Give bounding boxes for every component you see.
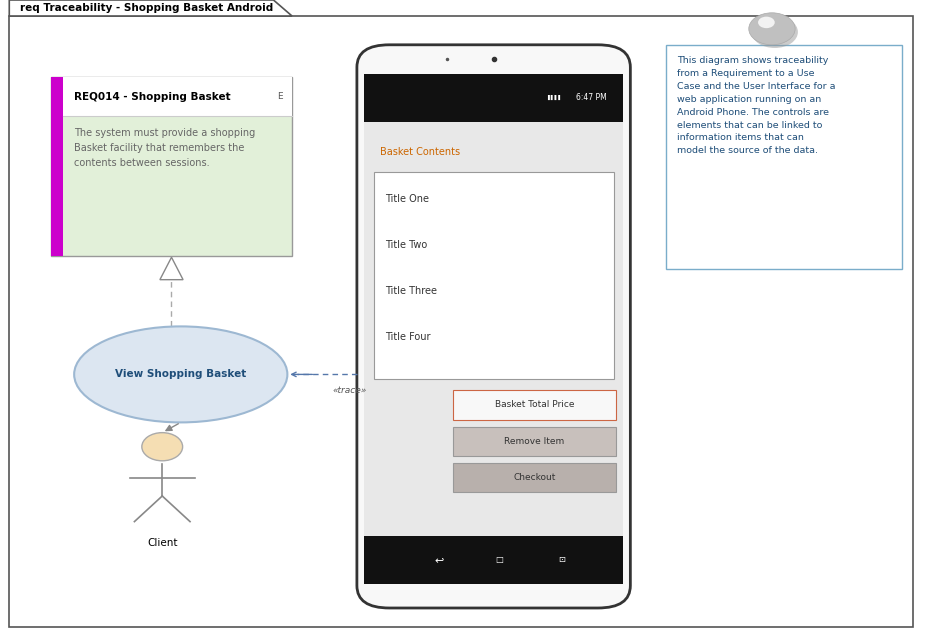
Text: E: E [277,92,283,101]
Text: ▌▌▌▌: ▌▌▌▌ [547,95,562,100]
Text: Client: Client [147,538,177,548]
Text: Checkout: Checkout [514,473,555,483]
Text: req Traceability - Shopping Basket Android: req Traceability - Shopping Basket Andro… [20,3,273,13]
Polygon shape [159,257,183,280]
Text: «trace»: «trace» [333,386,367,395]
Text: Remove Item: Remove Item [504,436,565,446]
Text: The system must provide a shopping
Basket facility that remembers the
contents b: The system must provide a shopping Baske… [74,128,256,168]
Text: Basket Total Price: Basket Total Price [495,400,574,410]
Bar [364,536,623,584]
Circle shape [142,433,183,461]
Bar [374,172,614,378]
Text: ⊡: ⊡ [558,555,565,564]
Circle shape [749,13,795,45]
Text: REQ014 - Shopping Basket: REQ014 - Shopping Basket [74,92,231,102]
Bar [51,77,63,256]
Text: Title Two: Title Two [385,240,427,250]
Bar [364,122,623,536]
FancyBboxPatch shape [453,463,616,493]
FancyBboxPatch shape [666,45,902,269]
Text: Title One: Title One [385,194,428,204]
Polygon shape [9,0,292,16]
Text: 6:47 PM: 6:47 PM [577,93,607,102]
Text: ↩: ↩ [434,555,444,564]
Text: This diagram shows traceability
from a Requirement to a Use
Case and the User In: This diagram shows traceability from a R… [677,56,835,156]
FancyBboxPatch shape [453,390,616,420]
Text: Basket Contents: Basket Contents [380,147,460,157]
Ellipse shape [74,326,287,422]
Text: □: □ [495,555,503,564]
Bar [63,77,292,116]
Circle shape [752,16,798,48]
FancyBboxPatch shape [9,16,913,627]
Bar [364,74,623,122]
FancyBboxPatch shape [357,45,630,608]
Circle shape [758,17,775,28]
FancyBboxPatch shape [453,427,616,456]
Text: Title Four: Title Four [385,332,430,342]
Text: Title Three: Title Three [385,286,437,296]
Text: View Shopping Basket: View Shopping Basket [115,369,247,380]
FancyBboxPatch shape [51,77,292,256]
